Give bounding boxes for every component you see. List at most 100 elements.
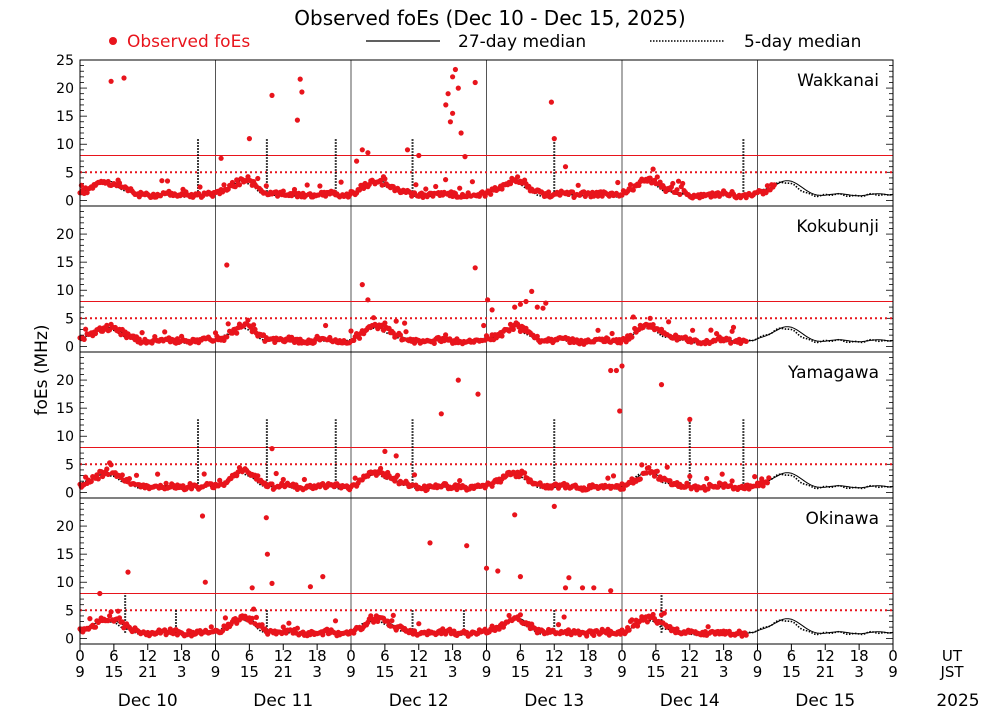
observed-point xyxy=(627,182,634,188)
observed-point xyxy=(651,473,658,479)
observed-point xyxy=(245,317,251,323)
ut-axis-label: UT xyxy=(942,647,963,665)
observed-point xyxy=(730,324,737,330)
observed-point xyxy=(263,183,269,189)
observed-point xyxy=(447,119,453,125)
observed-point xyxy=(457,478,463,484)
jst-tick-label: 21 xyxy=(545,663,564,681)
observed-point xyxy=(375,618,381,625)
observed-point xyxy=(365,150,371,156)
ut-tick-label: 18 xyxy=(850,647,869,665)
observed-point xyxy=(771,182,778,188)
station-label: Yamagawa xyxy=(787,363,879,383)
observed-point xyxy=(608,588,614,594)
observed-point xyxy=(591,585,597,591)
observed-point xyxy=(385,618,391,624)
observed-point xyxy=(705,624,711,630)
observed-point xyxy=(196,190,202,197)
observed-point xyxy=(222,615,228,621)
observed-point xyxy=(382,448,388,454)
observed-point xyxy=(95,476,101,482)
observed-point xyxy=(273,470,279,477)
observed-point xyxy=(126,476,132,482)
legend-5day-label: 5-day median xyxy=(744,32,861,52)
observed-point xyxy=(647,315,653,321)
observed-point xyxy=(359,147,365,153)
ut-tick-label: 6 xyxy=(380,647,390,665)
observed-point xyxy=(291,186,298,193)
observed-point xyxy=(354,158,360,164)
observed-point xyxy=(427,540,433,546)
ut-tick-label: 12 xyxy=(545,647,564,665)
observed-point xyxy=(551,503,557,509)
observed-point xyxy=(443,102,449,108)
observed-point xyxy=(356,335,363,341)
ut-tick-label: 0 xyxy=(617,647,627,665)
y-tick-label: 0 xyxy=(65,631,74,647)
observed-point xyxy=(379,182,385,188)
observed-point xyxy=(617,408,623,414)
observed-point xyxy=(450,110,456,116)
observed-point xyxy=(512,512,518,518)
jst-tick-label: 21 xyxy=(138,663,157,681)
observed-point xyxy=(481,322,487,329)
observed-point xyxy=(489,307,495,313)
observed-point xyxy=(647,175,653,181)
panels: 0 5 10 15 20 25 Wakkanai 0 5 10 15 20 Kokubunji 0 5 10 1… xyxy=(56,53,894,647)
ut-tick-label: 6 xyxy=(245,647,255,665)
observed-point xyxy=(728,340,734,346)
ut-tick-label: 6 xyxy=(516,647,526,665)
observed-point xyxy=(139,330,145,336)
y-tick-label: 20 xyxy=(56,373,74,389)
observed-point xyxy=(105,471,111,477)
observed-point xyxy=(666,319,672,325)
observed-point xyxy=(365,297,371,303)
day-label: Dec 12 xyxy=(389,691,449,711)
observed-point xyxy=(643,470,649,476)
jst-tick-label: 3 xyxy=(312,663,322,681)
observed-point xyxy=(619,363,625,369)
jst-tick-label: 9 xyxy=(75,663,85,681)
observed-point xyxy=(155,471,161,477)
observed-point xyxy=(529,288,535,294)
station-label: Kokubunji xyxy=(796,217,879,237)
observed-point xyxy=(609,330,615,337)
observed-point xyxy=(510,326,516,332)
observed-point xyxy=(496,626,502,632)
year-label: 2025 xyxy=(936,691,979,711)
observed-point xyxy=(517,328,524,334)
observed-point xyxy=(605,475,611,481)
observed-point xyxy=(163,480,169,486)
jst-tick-label: 15 xyxy=(240,663,259,681)
5day-median-line xyxy=(79,617,894,636)
observed-point xyxy=(286,620,292,626)
jst-tick-label: 9 xyxy=(617,663,627,681)
observed-point xyxy=(708,327,714,333)
observed-point xyxy=(332,618,339,624)
observed-point xyxy=(575,182,581,188)
observed-point xyxy=(637,476,643,482)
observed-point xyxy=(197,184,203,190)
observed-point xyxy=(107,613,113,619)
observed-point xyxy=(208,624,214,630)
ut-tick-label: 0 xyxy=(211,647,221,665)
observed-point xyxy=(317,183,323,189)
observed-point xyxy=(452,66,458,73)
observed-point xyxy=(236,182,243,188)
observed-point xyxy=(108,609,114,615)
ut-tick-label: 18 xyxy=(579,647,598,665)
observed-point xyxy=(443,177,449,183)
observed-point xyxy=(488,191,494,197)
observed-point xyxy=(687,473,693,479)
observed-point xyxy=(743,338,749,344)
observed-point xyxy=(650,322,656,328)
observed-point xyxy=(104,322,110,328)
observed-point xyxy=(654,468,660,474)
observed-point xyxy=(457,185,463,191)
chart-title: Observed foEs (Dec 10 - Dec 15, 2025) xyxy=(294,6,685,30)
observed-point xyxy=(472,265,478,271)
legend-27day-label: 27-day median xyxy=(458,32,586,52)
jst-tick-label: 9 xyxy=(482,663,492,681)
observed-point xyxy=(119,619,125,625)
observed-point xyxy=(263,515,269,521)
